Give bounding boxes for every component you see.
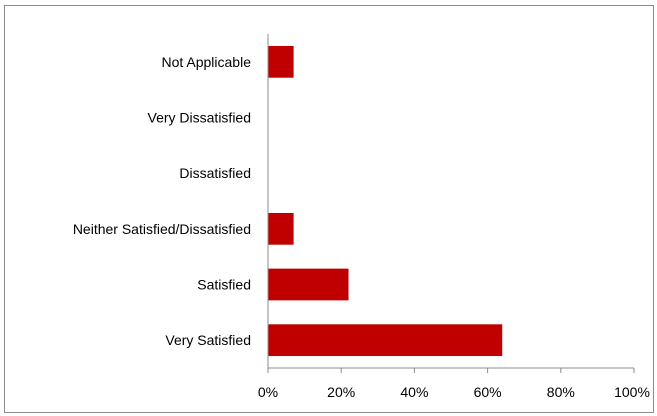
category-label-1: Very Dissatisfied — [148, 110, 251, 126]
bar-4 — [268, 268, 349, 301]
x-tick-label-0: 0% — [258, 384, 278, 400]
bar-3 — [268, 212, 294, 245]
category-label-2: Dissatisfied — [179, 165, 251, 181]
bars-layer — [268, 45, 503, 357]
x-tick-label-1: 20% — [327, 384, 355, 400]
x-tick-label-2: 40% — [400, 384, 428, 400]
x-ticks-layer: 0% 20% 40% 60% 80% 100% — [258, 368, 650, 400]
category-label-0: Not Applicable — [161, 54, 251, 70]
category-labels-layer: Not Applicable Very Dissatisfied Dissatisf… — [73, 54, 251, 348]
axes-layer — [267, 34, 634, 369]
category-label-5: Very Satisfied — [165, 332, 251, 348]
bar-5 — [268, 324, 503, 357]
x-tick-label-3: 60% — [474, 384, 502, 400]
bar-0 — [268, 45, 294, 78]
category-label-4: Satisfied — [197, 277, 251, 293]
category-label-3: Neither Satisfied/Dissatisfied — [73, 221, 251, 237]
x-tick-label-4: 80% — [547, 384, 575, 400]
x-tick-label-5: 100% — [614, 384, 650, 400]
